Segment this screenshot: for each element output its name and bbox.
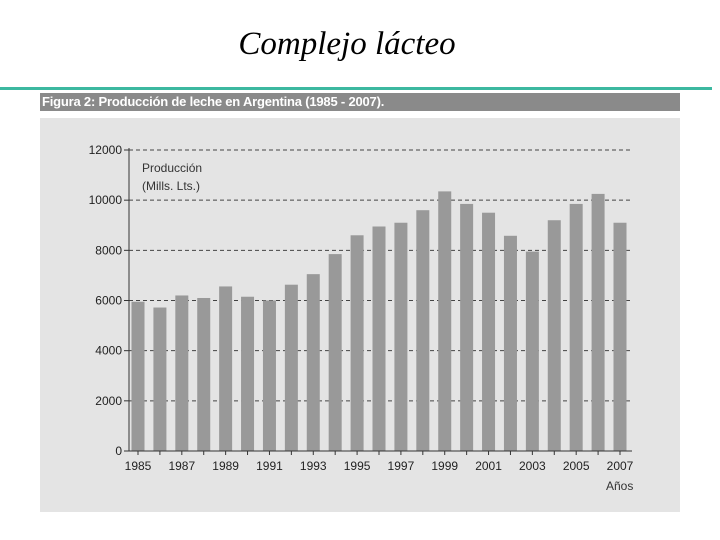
bar-1998 [416,210,430,451]
x-axis-title: Años [606,479,633,493]
bar-1990 [241,296,255,451]
y-axis-title-line2: (Mills. Lts.) [142,179,200,193]
y-tick-label: 12000 [89,143,123,157]
bar-chart: 0 2000 4000 6000 8000 10000 12000 1985 1987 1989… [89,143,634,493]
bar-2004 [547,220,561,451]
bar-1992 [284,284,298,451]
title-divider [0,87,712,90]
bar-1985 [131,301,145,451]
x-tick-label: 1985 [125,459,152,473]
bar-2006 [591,193,605,451]
bar-2005 [569,203,583,451]
x-tick-label: 1999 [431,459,458,473]
x-tick-labels: 1985 1987 1989 1991 1993 1995 1997 1999 2001 2003… [125,459,634,473]
x-tick-label: 2007 [607,459,634,473]
bar-1995 [350,235,364,451]
bar-1987 [175,295,189,451]
bar-1999 [438,191,452,451]
bar-1991 [262,300,276,451]
y-axis-title-line1: Producción [142,161,202,175]
axes [124,148,632,455]
bar-1996 [372,226,386,451]
x-tick-label: 1993 [300,459,327,473]
y-tick-label: 0 [115,444,122,458]
bar-1986 [153,307,167,451]
y-tick-labels: 0 2000 4000 6000 8000 10000 12000 [89,143,123,458]
y-tick-label: 2000 [95,394,122,408]
bar-2000 [460,203,474,451]
y-tick-label: 6000 [95,294,122,308]
bar-2001 [482,212,496,451]
slide-title: Complejo lácteo [238,26,456,62]
bars [131,191,627,451]
y-tick-label: 10000 [89,193,123,207]
x-tick-label: 1987 [168,459,195,473]
bar-1997 [394,222,408,451]
figure-caption: Figura 2: Producción de leche en Argenti… [40,93,680,111]
chart-panel: 0 2000 4000 6000 8000 10000 12000 1985 1987 1989… [40,118,680,512]
x-tick-label: 2001 [475,459,502,473]
bar-1988 [197,297,211,451]
x-tick-label: 1995 [344,459,371,473]
x-tick-label: 2003 [519,459,546,473]
bar-1989 [219,286,233,451]
bar-1994 [328,254,342,451]
x-tick-label: 2005 [563,459,590,473]
y-tick-label: 8000 [95,243,122,257]
x-tick-label: 1997 [388,459,415,473]
bar-2003 [525,251,539,451]
x-tick-label: 1991 [256,459,283,473]
y-tick-label: 4000 [95,344,122,358]
x-tick-label: 1989 [212,459,239,473]
bar-2007 [613,222,627,451]
bar-1993 [306,274,320,451]
bar-2002 [503,235,517,451]
